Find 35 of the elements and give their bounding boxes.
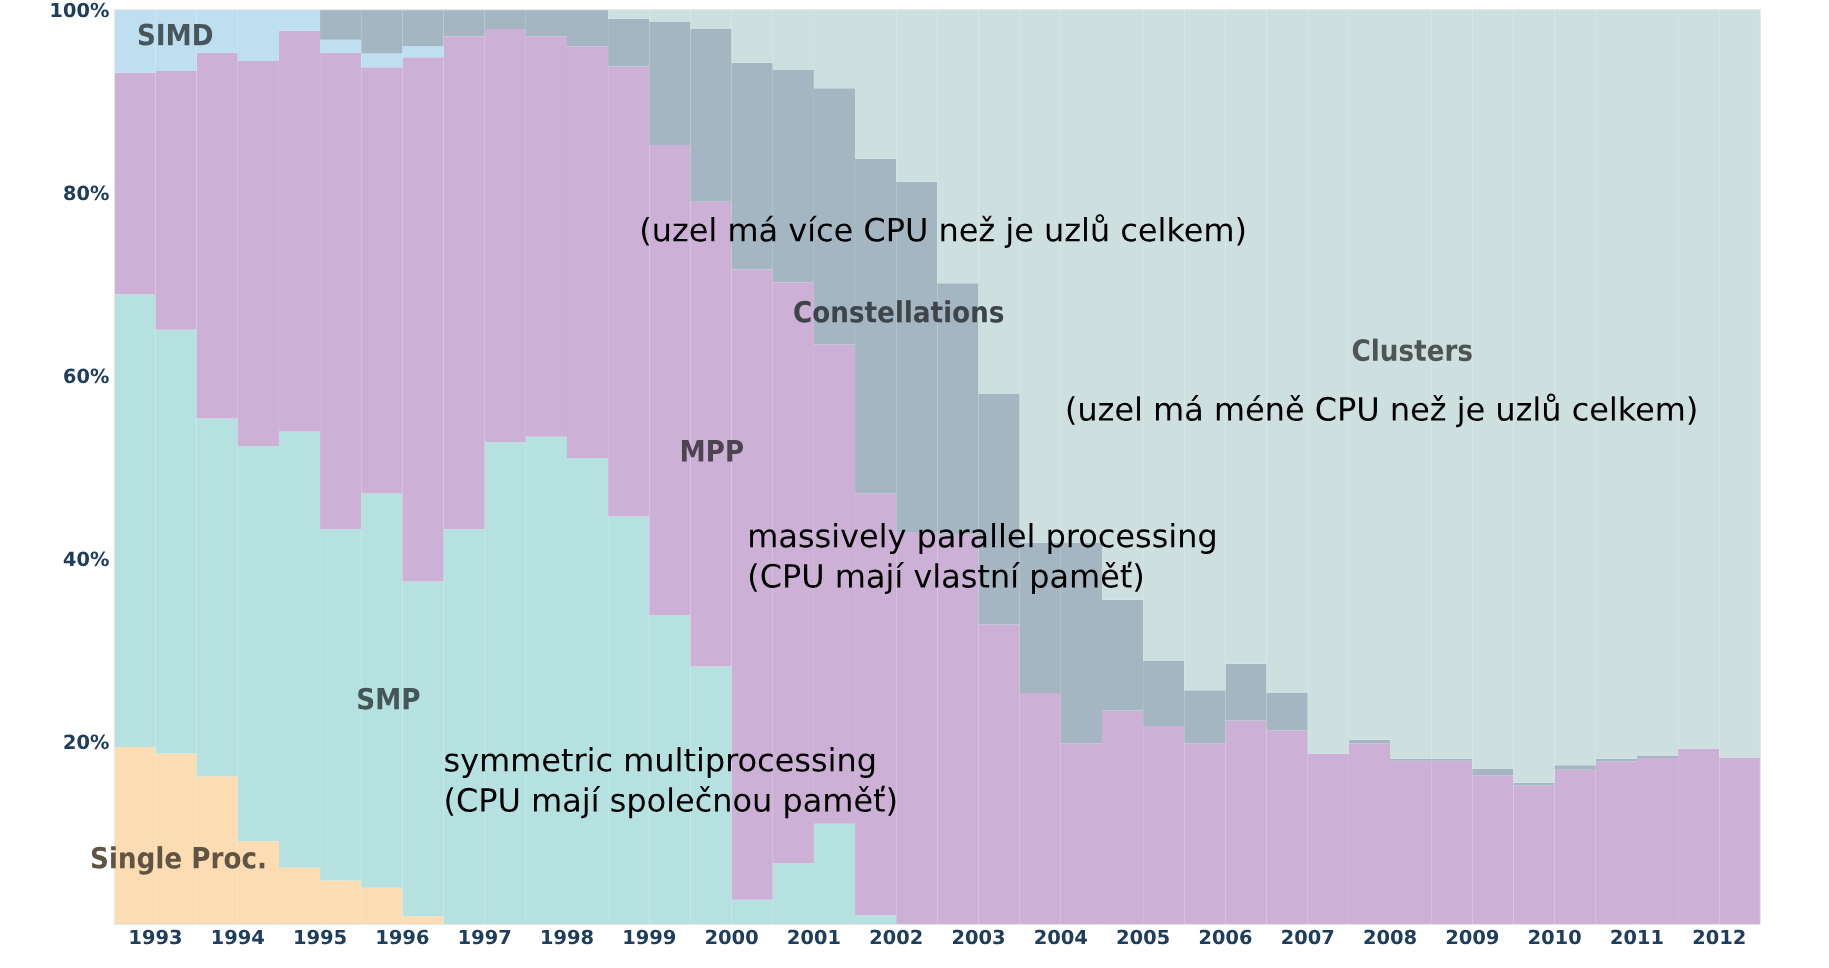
series-label: Single Proc.: [91, 846, 265, 875]
x-tick-label: 2000: [706, 929, 758, 945]
annotation: symmetric multiprocessing (CPU mají společnou paměť): [445, 747, 896, 819]
y-tick-label: 100%: [51, 2, 109, 18]
series-label: Clusters: [1352, 338, 1472, 362]
annotation: (uzel má více CPU než je uzlů celkem): [642, 214, 1245, 248]
x-tick-label: 1996: [377, 929, 429, 945]
series-label: MPP: [681, 440, 744, 462]
x-tick-label: 2002: [870, 929, 922, 945]
x-tick-label: 2004: [1035, 929, 1087, 945]
x-tick-label: 1999: [624, 929, 676, 945]
x-tick-label: 2012: [1693, 929, 1745, 945]
x-tick-label: 2011: [1611, 929, 1663, 945]
annotation: (uzel má méně CPU než je uzlů celkem): [1067, 393, 1696, 428]
x-tick-label: 2007: [1282, 929, 1334, 945]
x-tick-label: 1994: [212, 929, 264, 945]
x-tick-label: 2001: [788, 929, 840, 945]
x-tick-label: 1995: [295, 929, 346, 945]
series-label: Constellations: [794, 300, 1004, 323]
x-tick-label: 2008: [1364, 929, 1416, 945]
x-tick-label: 1993: [130, 929, 181, 945]
y-tick-label: 80%: [64, 185, 109, 201]
series-label: SMP: [358, 687, 420, 710]
x-tick-label: 2006: [1199, 929, 1252, 945]
series-label: SIMD: [138, 23, 213, 46]
y-tick-label: 40%: [63, 551, 109, 567]
x-tick-label: 1997: [459, 929, 511, 945]
x-tick-label: 2010: [1529, 929, 1581, 945]
x-tick-label: 2003: [952, 929, 1005, 945]
x-tick-label: 2005: [1117, 929, 1169, 945]
y-tick-label: 60%: [64, 368, 109, 384]
x-tick-label: 1998: [542, 929, 593, 945]
y-tick-label: 20%: [64, 734, 109, 750]
annotation: massively parallel processing (CPU mají vlastní paměť): [749, 522, 1215, 595]
x-tick-label: 2009: [1446, 929, 1499, 945]
